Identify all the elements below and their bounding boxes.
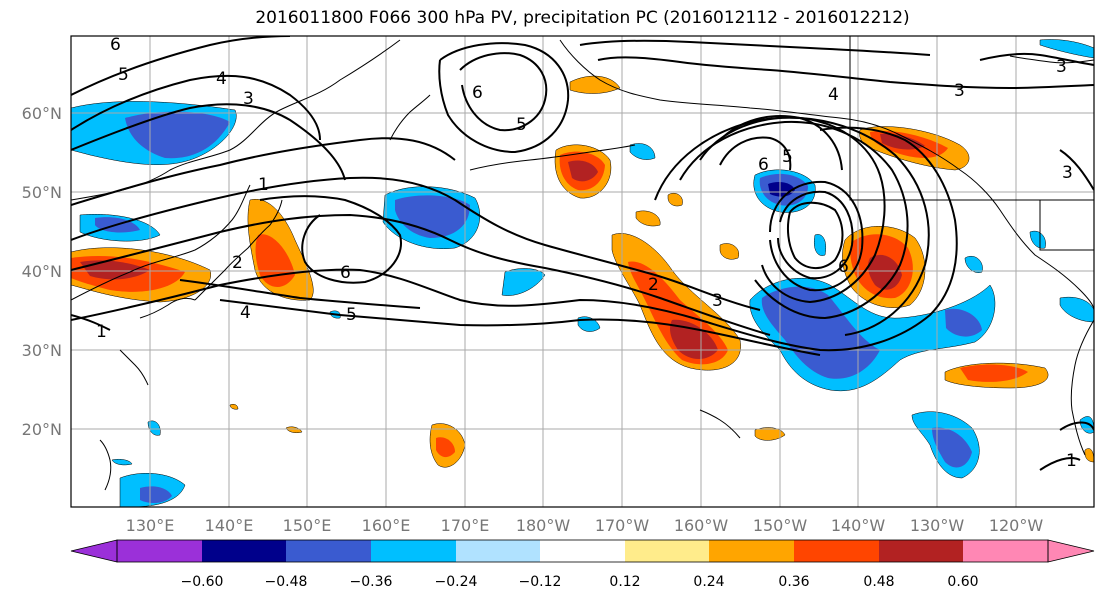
lat-label: 20°N — [22, 420, 62, 439]
contour-label: 3 — [1062, 163, 1073, 183]
contour-label: 2 — [648, 275, 659, 295]
lon-label: 130°W — [910, 516, 965, 535]
colorbar-tick-label: −0.36 — [350, 574, 393, 590]
colorbar-outline — [116, 539, 1049, 563]
colorbar-tick-label: −0.48 — [265, 574, 308, 590]
colorbar-ticks: −0.60 −0.48 −0.36 −0.24 −0.12 0.12 0.24 0.36 0.4… — [181, 574, 979, 590]
contour-label: 1 — [1066, 451, 1077, 471]
colorbar-segment — [286, 540, 371, 562]
contour-label: 5 — [118, 65, 129, 85]
colorbar: −0.60 −0.48 −0.36 −0.24 −0.12 0.12 0.24 0.36 0.4… — [70, 539, 1095, 590]
contour-label: 3 — [1056, 57, 1067, 77]
colorbar-segment — [371, 540, 456, 562]
colorbar-tick-label: 0.12 — [609, 574, 640, 590]
lat-label: 30°N — [22, 341, 62, 360]
lon-label: 170°W — [595, 516, 650, 535]
lon-label: 120°W — [989, 516, 1044, 535]
contour-label: 5 — [782, 147, 793, 167]
contour-label: 3 — [954, 81, 965, 101]
colorbar-segment — [709, 540, 794, 562]
lat-label: 40°N — [22, 262, 62, 281]
lon-label: 160°W — [674, 516, 729, 535]
contour-label: 1 — [96, 322, 107, 342]
longitude-labels: 130°E 140°E 150°E 160°E 170°E 180°W 170°… — [126, 516, 1044, 535]
contour-label: 6 — [838, 257, 849, 277]
lon-label: 130°E — [126, 516, 175, 535]
map-frame — [70, 35, 1095, 508]
graticule — [71, 36, 1094, 507]
colorbar-segments — [117, 540, 1048, 562]
contour-label: 1 — [258, 175, 269, 195]
contour-label: 4 — [828, 85, 839, 105]
contour-label: 6 — [758, 155, 769, 175]
colorbar-tick-label: 0.36 — [778, 574, 809, 590]
colorbar-segment — [456, 540, 540, 562]
colorbar-tick-label: −0.60 — [181, 574, 224, 590]
lat-label: 60°N — [22, 104, 62, 123]
colorbar-tick-label: 0.60 — [947, 574, 978, 590]
lon-label: 150°E — [283, 516, 332, 535]
lat-label: 50°N — [22, 183, 62, 202]
lon-label: 170°E — [441, 516, 490, 535]
colorbar-segment — [963, 540, 1048, 562]
contour-label: 6 — [472, 83, 483, 103]
lon-label: 140°W — [831, 516, 886, 535]
contour-label: 2 — [232, 253, 243, 273]
colorbar-segment — [625, 540, 709, 562]
map-title: 2016011800 F066 300 hPa PV, precipitatio… — [255, 8, 910, 28]
contour-label: 6 — [340, 263, 351, 283]
contour-label: 5 — [516, 115, 527, 135]
lon-label: 180°W — [516, 516, 571, 535]
latitude-labels: 60°N 50°N 40°N 30°N 20°N — [22, 104, 62, 439]
colorbar-segment — [540, 540, 625, 562]
contour-label: 5 — [346, 305, 357, 325]
colorbar-extend-high — [1047, 539, 1095, 563]
colorbar-tick-label: 0.48 — [863, 574, 894, 590]
contour-label: 4 — [240, 303, 251, 323]
coastlines — [71, 36, 1094, 491]
colorbar-segment — [202, 540, 286, 562]
contour-labels: 6 5 4 3 1 1 2 5 4 5 6 3 2 3 4 3 6 5 6 6 … — [96, 35, 1077, 471]
lon-label: 150°W — [753, 516, 808, 535]
contour-label: 6 — [110, 35, 121, 55]
contour-label: 4 — [216, 69, 227, 89]
lon-label: 160°E — [362, 516, 411, 535]
colorbar-extend-low — [70, 539, 118, 563]
colorbar-tick-label: −0.12 — [519, 574, 562, 590]
contour-label: 3 — [243, 89, 254, 109]
lon-label: 140°E — [205, 516, 254, 535]
colorbar-segment — [117, 540, 202, 562]
precip-shading — [71, 39, 1094, 507]
colorbar-tick-label: 0.24 — [693, 574, 724, 590]
colorbar-segment — [794, 540, 879, 562]
contour-label: 3 — [712, 291, 723, 311]
pv-contours — [71, 36, 1094, 471]
colorbar-segment — [879, 540, 963, 562]
colorbar-tick-label: −0.24 — [435, 574, 478, 590]
